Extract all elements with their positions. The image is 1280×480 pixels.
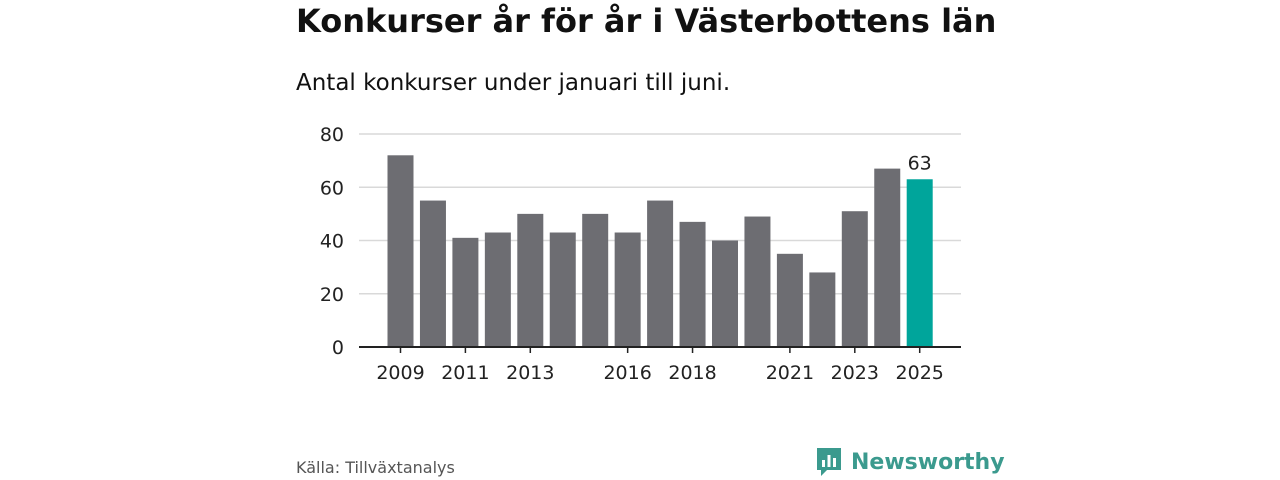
y-tick-label: 20: [320, 284, 344, 306]
x-tick-label: 2025: [896, 362, 944, 384]
bar: [744, 216, 771, 347]
x-tick-label: 2013: [506, 362, 554, 384]
bar: [549, 232, 576, 347]
bar: [776, 253, 803, 347]
x-tick-label: 2011: [441, 362, 489, 384]
newsworthy-logo-icon: [817, 448, 841, 476]
bar: [841, 211, 868, 347]
bar: [647, 200, 674, 347]
bar: [484, 232, 511, 347]
chart-subtitle: Antal konkurser under januari till juni.: [296, 70, 731, 96]
bar: [712, 240, 738, 347]
x-tick-label: 2023: [831, 362, 879, 384]
data-label: 63: [908, 152, 932, 174]
bar: [679, 221, 706, 347]
brand-name: Newsworthy: [851, 449, 1005, 475]
x-tick-label: 2009: [376, 362, 424, 384]
x-tick-label: 2016: [603, 362, 651, 384]
y-tick-label: 80: [320, 124, 344, 146]
x-tick-label: 2021: [766, 362, 814, 384]
source-note: Källa: Tillväxtanalys: [296, 458, 455, 477]
bar: [906, 179, 933, 347]
y-tick-label: 60: [320, 177, 344, 199]
bar: [582, 213, 609, 347]
bar: [387, 155, 414, 347]
bar: [452, 237, 479, 347]
bar: [517, 213, 544, 347]
chart-title: Konkurser år för år i Västerbottens län: [296, 2, 997, 40]
bar: [419, 200, 446, 347]
bar: [809, 272, 836, 347]
y-tick-label: 0: [332, 337, 344, 359]
brand-logo[interactable]: Newsworthy: [815, 446, 1005, 478]
bar: [614, 232, 641, 347]
x-tick-label: 2018: [668, 362, 716, 384]
y-tick-label: 40: [320, 231, 344, 253]
bar: [874, 168, 901, 347]
